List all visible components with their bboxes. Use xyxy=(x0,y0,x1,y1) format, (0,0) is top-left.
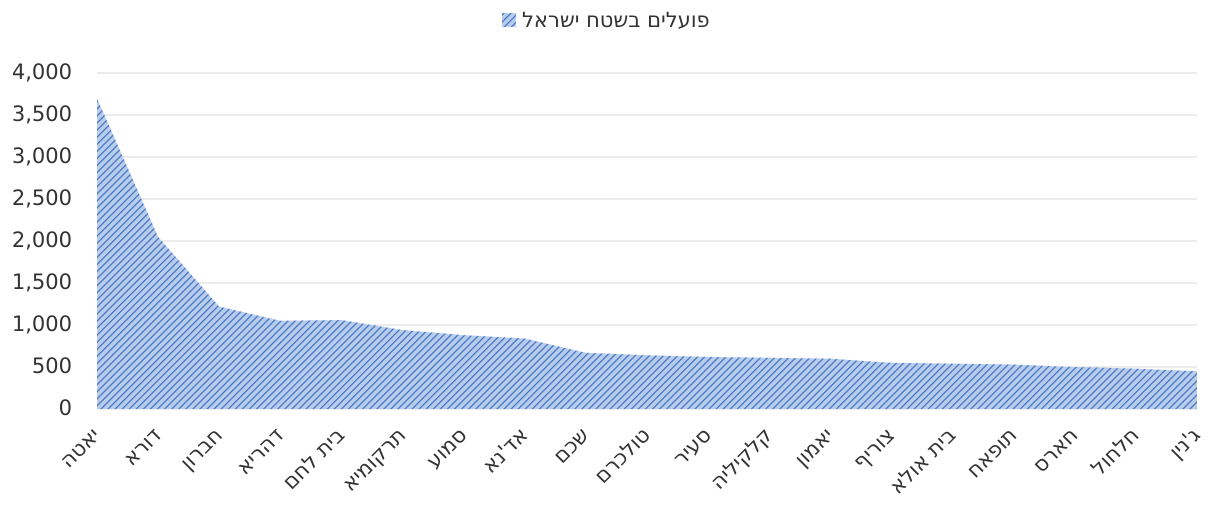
y-tick-label: 4,000 xyxy=(12,60,72,84)
x-tick-label: קלקיליה xyxy=(706,423,777,494)
x-tick-label: יאמון xyxy=(790,423,838,471)
x-tick-label: דורא xyxy=(118,423,165,470)
legend-label: פועלים בשטח ישראל xyxy=(522,8,710,32)
area xyxy=(97,98,1197,409)
x-tick-label: חארס xyxy=(1028,423,1083,478)
x-tick-label: שכם xyxy=(548,423,593,468)
x-tick-label: חלחול xyxy=(1086,423,1143,480)
x-tick-label: יאטה xyxy=(55,423,105,473)
x-tick-label: אד'נא xyxy=(478,423,533,478)
y-tick-label: 500 xyxy=(32,354,72,378)
x-tick-label: צוריף xyxy=(848,423,899,474)
y-tick-label: 1,000 xyxy=(12,312,72,336)
y-tick-label: 0 xyxy=(59,396,72,420)
x-tick-label: חברון xyxy=(175,423,227,475)
x-tick-label: סמוע xyxy=(421,423,471,473)
x-tick-label: דהריא xyxy=(232,423,288,479)
x-tick-label: סעיר xyxy=(668,423,716,471)
legend-swatch xyxy=(502,13,516,27)
y-tick-label: 2,000 xyxy=(12,228,72,252)
x-tick-label: בית לחם xyxy=(278,423,349,494)
y-tick-label: 1,500 xyxy=(12,270,72,294)
x-tick-label: בית אולא xyxy=(885,423,961,499)
y-tick-label: 2,500 xyxy=(12,186,72,210)
x-tick-label: טולכרם xyxy=(590,423,655,488)
y-tick-label: 3,000 xyxy=(12,144,72,168)
x-tick-label: תרקומיא xyxy=(337,423,410,496)
y-tick-label: 3,500 xyxy=(12,102,72,126)
x-tick-label: ג'נין xyxy=(1164,423,1205,464)
x-tick-label: תופאח xyxy=(962,423,1022,483)
